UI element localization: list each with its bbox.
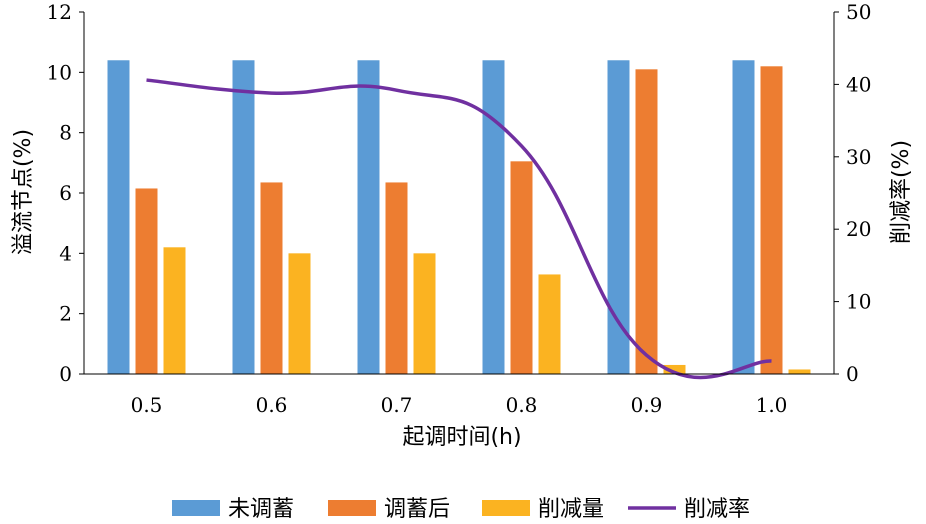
x-tick-label: 1.0 [756,393,788,417]
legend: 未调蓄 调蓄后 削减量 削减率 [172,497,750,522]
bar [357,60,380,375]
bar [163,247,186,374]
bar [288,253,311,374]
bar [385,182,408,374]
x-axis-title: 起调时间(h) [402,425,521,450]
x-tick-label: 0.7 [381,393,413,417]
y-tick-label: 10 [47,60,72,84]
legend-swatch [172,500,220,516]
y2-tick-label: 10 [846,290,871,314]
x-tick-label: 0.9 [631,393,663,417]
bar [482,60,505,375]
legend-label: 调蓄后 [384,497,450,522]
bar [635,69,658,375]
bar [107,60,130,375]
bar [413,253,436,374]
plot-area [107,60,811,380]
legend-label: 未调蓄 [228,497,294,522]
y2-tick-label: 30 [846,145,871,169]
bar [538,274,561,374]
bar [260,182,283,374]
y-tick-label: 2 [59,302,72,326]
y-axis-title: 溢流节点(%) [11,129,36,255]
legend-swatch [482,500,530,516]
axes: 0 2 4 6 8 10 12 0 10 20 30 40 50 0.5 0.6 0.7 0.8 0.9 1.0 [47,0,872,417]
y2-tick-label: 40 [846,72,871,96]
y-tick-label: 12 [47,0,72,24]
bar [232,60,255,375]
x-tick-label: 0.6 [256,393,288,417]
bar [510,161,533,374]
y-tick-label: 6 [59,181,72,205]
series-line [146,78,772,380]
bar [732,60,755,375]
y2-tick-label: 50 [846,0,871,24]
bar [760,66,783,375]
bar [135,188,158,374]
y2-tick-label: 20 [846,217,871,241]
legend-label: 削减量 [538,497,604,522]
y-tick-label: 8 [59,121,72,145]
bar [788,369,811,374]
legend-swatch [328,500,376,516]
y-tick-label: 0 [59,362,72,386]
x-tick-label: 0.8 [506,393,538,417]
legend-label: 削减率 [684,497,750,522]
y2-tick-label: 0 [846,362,859,386]
x-tick-label: 0.5 [131,393,163,417]
bar [607,60,630,375]
y2-axis-title: 削减率(%) [889,140,914,244]
y-tick-label: 4 [59,241,72,265]
bar [663,364,686,374]
